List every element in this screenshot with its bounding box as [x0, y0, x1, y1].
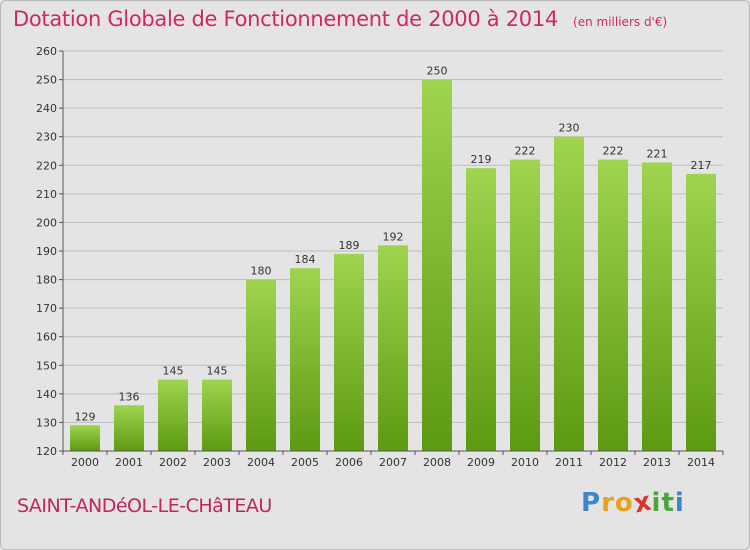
chart-unit: (en milliers d'€) — [573, 15, 668, 29]
chart-header: Dotation Globale de Fonctionnement de 20… — [13, 7, 667, 31]
y-tick-label: 160 — [36, 331, 57, 344]
brand-letter: P — [581, 488, 602, 518]
x-tick-label: 2014 — [687, 456, 715, 469]
y-tick-label: 120 — [36, 445, 57, 458]
y-tick-label: 130 — [36, 416, 57, 429]
x-tick-label: 2012 — [599, 456, 627, 469]
x-tick-label: 2008 — [423, 456, 451, 469]
data-label-2002: 145 — [163, 365, 184, 378]
bar-2009 — [466, 168, 496, 451]
y-tick-label: 260 — [36, 45, 57, 58]
bar-2003 — [202, 379, 232, 451]
data-label-2013: 221 — [647, 147, 668, 160]
x-tick-label: 2011 — [555, 456, 583, 469]
bar-2004 — [246, 279, 276, 451]
brand-letter: i — [674, 488, 685, 518]
data-label-2000: 129 — [75, 410, 96, 423]
bar-2002 — [158, 379, 188, 451]
x-tick-label: 2002 — [159, 456, 187, 469]
brand-letter: o — [614, 488, 634, 518]
brand-letter: i — [651, 488, 662, 518]
brand-letter: t — [661, 488, 675, 518]
x-tick-label: 2001 — [115, 456, 143, 469]
bar-2001 — [114, 405, 144, 451]
x-tick-label: 2004 — [247, 456, 275, 469]
bar-2012 — [598, 159, 628, 452]
y-tick-label: 220 — [36, 159, 57, 172]
data-label-2011: 230 — [559, 122, 580, 135]
data-label-2005: 184 — [295, 253, 316, 266]
y-tick-label: 180 — [36, 274, 57, 287]
data-label-2008: 250 — [427, 65, 448, 78]
proxiti-logo[interactable]: Proxiti — [581, 486, 685, 519]
axis-layer: 120 130 140 150 160 170 180 190 200 210 220 230 240 2… — [36, 45, 724, 469]
x-tick-label: 2006 — [335, 456, 363, 469]
data-label-2012: 222 — [603, 145, 624, 158]
y-tick-label: 140 — [36, 388, 57, 401]
y-tick-label: 150 — [36, 359, 57, 372]
x-tick-label: 2013 — [643, 456, 671, 469]
brand-letter: r — [601, 488, 615, 518]
bar-2014 — [686, 173, 716, 451]
data-label-2007: 192 — [383, 230, 404, 243]
bar-2010 — [510, 159, 540, 452]
x-tick-label: 2005 — [291, 456, 319, 469]
y-tick-label: 250 — [36, 74, 57, 87]
bar-2005 — [290, 268, 320, 451]
x-tick-label: 2007 — [379, 456, 407, 469]
bar-layer: 129 136 145 145 180 184 189 192 250 219 222 230 222 2… — [70, 65, 716, 452]
bar-2008 — [422, 79, 452, 452]
bar-2007 — [378, 245, 408, 451]
bar-2006 — [334, 253, 364, 451]
data-label-2004: 180 — [251, 265, 272, 278]
data-label-2006: 189 — [339, 239, 360, 252]
chart-title: Dotation Globale de Fonctionnement de 20… — [13, 7, 558, 31]
y-tick-label: 200 — [36, 216, 57, 229]
y-tick-label: 240 — [36, 102, 57, 115]
bar-2011 — [554, 136, 584, 451]
data-label-2001: 136 — [119, 390, 140, 403]
data-label-2009: 219 — [471, 153, 492, 166]
x-tick-label: 2003 — [203, 456, 231, 469]
x-tick-label: 2010 — [511, 456, 539, 469]
x-tick-label: 2000 — [71, 456, 99, 469]
bar-2013 — [642, 162, 672, 451]
commune-name: SAINT-ANDéOL-LE-CHâTEAU — [17, 495, 272, 517]
data-label-2010: 222 — [515, 145, 536, 158]
data-label-2003: 145 — [207, 365, 228, 378]
data-label-2014: 217 — [691, 159, 712, 172]
y-tick-label: 230 — [36, 131, 57, 144]
x-tick-label: 2009 — [467, 456, 495, 469]
y-tick-label: 190 — [36, 245, 57, 258]
y-tick-label: 210 — [36, 188, 57, 201]
y-tick-label: 170 — [36, 302, 57, 315]
bar-2000 — [70, 425, 100, 451]
